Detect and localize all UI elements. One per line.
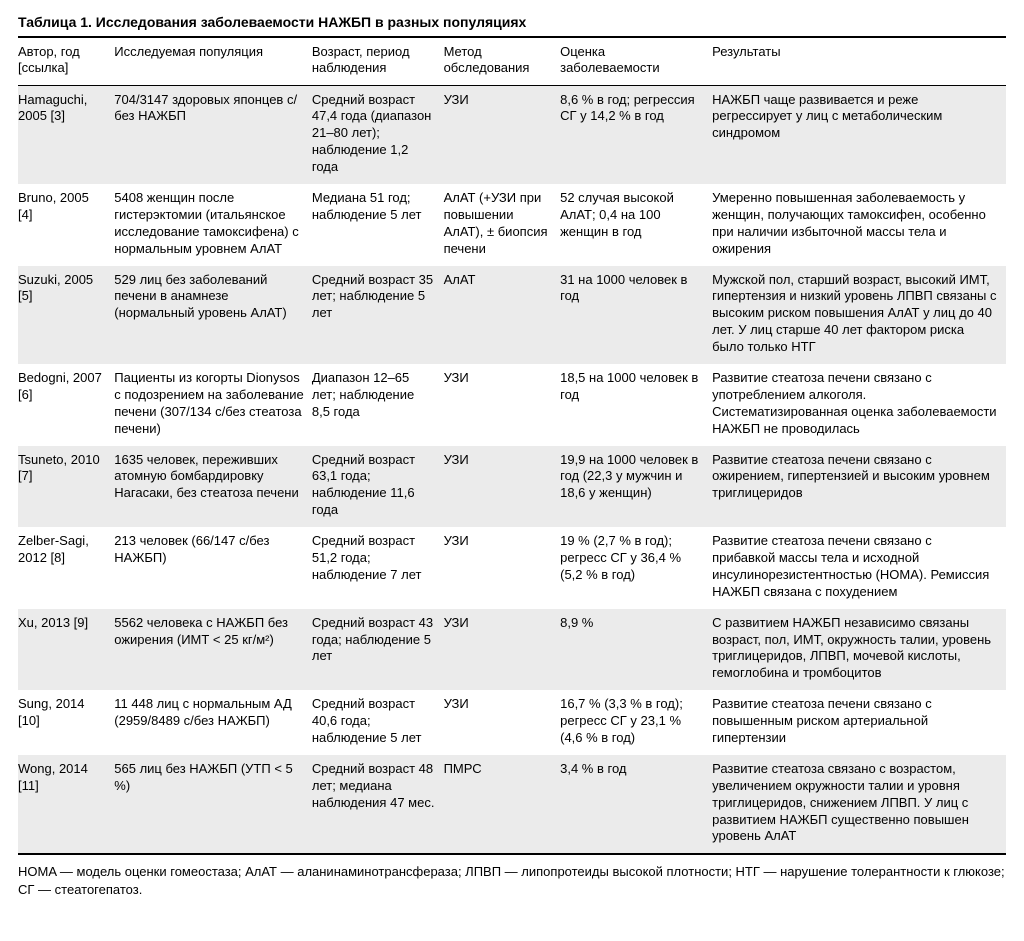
table-cell: Wong, 2014 [11] <box>18 755 114 854</box>
table-cell: ПМРС <box>444 755 561 854</box>
table-cell: Hamaguchi, 2005 [3] <box>18 85 114 184</box>
table-row: Tsuneto, 2010 [7]1635 человек, переживши… <box>18 446 1006 528</box>
column-header: Результаты <box>712 37 1006 85</box>
table-cell: Средний возраст 40,6 года; наблюдение 5 … <box>312 690 444 755</box>
table-cell: УЗИ <box>444 85 561 184</box>
table-cell: 19 % (2,7 % в год); регресс СГ у 36,4 % … <box>560 527 712 609</box>
table-cell: Bruno, 2005 [4] <box>18 184 114 266</box>
column-header: Оценка заболеваемости <box>560 37 712 85</box>
table-cell: 8,6 % в год; регрессия СГ у 14,2 % в год <box>560 85 712 184</box>
table-row: Bruno, 2005 [4]5408 женщин после гистерэ… <box>18 184 1006 266</box>
table-cell: Развитие стеатоза печени связано с повыш… <box>712 690 1006 755</box>
table-cell: Развитие стеатоза связано с возрастом, у… <box>712 755 1006 854</box>
table-cell: 52 случая высокой АлАТ; 0,4 на 100 женщи… <box>560 184 712 266</box>
table-cell: 5562 человека с НАЖБП без ожирения (ИМТ … <box>114 609 312 691</box>
table-row: Sung, 2014 [10]11 448 лиц с нормальным А… <box>18 690 1006 755</box>
table-cell: Развитие стеатоза печени связано с приба… <box>712 527 1006 609</box>
column-header: Исследуемая популяция <box>114 37 312 85</box>
table-footnote: HOMA — модель оценки гомеостаза; АлАТ — … <box>18 863 1006 898</box>
table-cell: 31 на 1000 человек в год <box>560 266 712 364</box>
table-cell: 5408 женщин после гистерэктомии (итальян… <box>114 184 312 266</box>
table-row: Bedogni, 2007 [6]Пациенты из когорты Dio… <box>18 364 1006 446</box>
table-cell: АлАТ (+УЗИ при повышении АлАТ), ± биопси… <box>444 184 561 266</box>
table-header-row: Автор, год [ссылка]Исследуемая популяция… <box>18 37 1006 85</box>
table-cell: Tsuneto, 2010 [7] <box>18 446 114 528</box>
table-cell: 529 лиц без заболеваний печени в анамнез… <box>114 266 312 364</box>
table-cell: Средний возраст 51,2 года; наблюдение 7 … <box>312 527 444 609</box>
table-cell: С развитием НАЖБП независимо связаны воз… <box>712 609 1006 691</box>
table-cell: Средний возраст 47,4 года (диапазон 21–8… <box>312 85 444 184</box>
table-cell: Средний возраст 43 года; наблюдение 5 ле… <box>312 609 444 691</box>
table-cell: АлАТ <box>444 266 561 364</box>
table-cell: Zelber-Sagi, 2012 [8] <box>18 527 114 609</box>
study-table: Автор, год [ссылка]Исследуемая популяция… <box>18 36 1006 855</box>
table-cell: УЗИ <box>444 527 561 609</box>
table-cell: Средний возраст 35 лет; наблюдение 5 лет <box>312 266 444 364</box>
table-row: Zelber-Sagi, 2012 [8]213 человек (66/147… <box>18 527 1006 609</box>
table-cell: УЗИ <box>444 690 561 755</box>
column-header: Возраст, период наблюдения <box>312 37 444 85</box>
table-cell: Диапазон 12–65 лет; наблюдение 8,5 года <box>312 364 444 446</box>
table-row: Xu, 2013 [9]5562 человека с НАЖБП без ож… <box>18 609 1006 691</box>
table-cell: 8,9 % <box>560 609 712 691</box>
table-cell: НАЖБП чаще развивается и реже регрессиру… <box>712 85 1006 184</box>
table-cell: Медиана 51 год; наблюдение 5 лет <box>312 184 444 266</box>
table-cell: Xu, 2013 [9] <box>18 609 114 691</box>
table-title: Таблица 1. Исследования заболеваемости Н… <box>18 14 1006 30</box>
table-cell: УЗИ <box>444 609 561 691</box>
table-cell: 704/3147 здоровых японцев с/без НАЖБП <box>114 85 312 184</box>
table-row: Suzuki, 2005 [5]529 лиц без заболеваний … <box>18 266 1006 364</box>
table-cell: 19,9 на 1000 человек в год (22,3 у мужчи… <box>560 446 712 528</box>
column-header: Метод обследования <box>444 37 561 85</box>
table-cell: 213 человек (66/147 с/без НАЖБП) <box>114 527 312 609</box>
table-cell: 3,4 % в год <box>560 755 712 854</box>
table-cell: Пациенты из когорты Dionysos с подозрени… <box>114 364 312 446</box>
table-cell: 18,5 на 1000 человек в год <box>560 364 712 446</box>
table-cell: Suzuki, 2005 [5] <box>18 266 114 364</box>
table-cell: 1635 человек, переживших атомную бомбард… <box>114 446 312 528</box>
table-cell: Sung, 2014 [10] <box>18 690 114 755</box>
table-cell: УЗИ <box>444 364 561 446</box>
table-cell: Средний возраст 48 лет; медиана наблюден… <box>312 755 444 854</box>
table-cell: Средний возраст 63,1 года; наблюдение 11… <box>312 446 444 528</box>
table-cell: УЗИ <box>444 446 561 528</box>
table-row: Hamaguchi, 2005 [3]704/3147 здоровых япо… <box>18 85 1006 184</box>
table-row: Wong, 2014 [11]565 лиц без НАЖБП (УТП < … <box>18 755 1006 854</box>
table-cell: 16,7 % (3,3 % в год); регресс СГ у 23,1 … <box>560 690 712 755</box>
table-cell: 11 448 лиц с нормальным АД (2959/8489 с/… <box>114 690 312 755</box>
table-cell: Умеренно повышенная заболеваемость у жен… <box>712 184 1006 266</box>
table-cell: 565 лиц без НАЖБП (УТП < 5 %) <box>114 755 312 854</box>
column-header: Автор, год [ссылка] <box>18 37 114 85</box>
table-cell: Развитие стеатоза печени связано с ожире… <box>712 446 1006 528</box>
table-cell: Bedogni, 2007 [6] <box>18 364 114 446</box>
table-cell: Развитие стеатоза печени связано с употр… <box>712 364 1006 446</box>
table-cell: Мужской пол, старший возраст, высокий ИМ… <box>712 266 1006 364</box>
